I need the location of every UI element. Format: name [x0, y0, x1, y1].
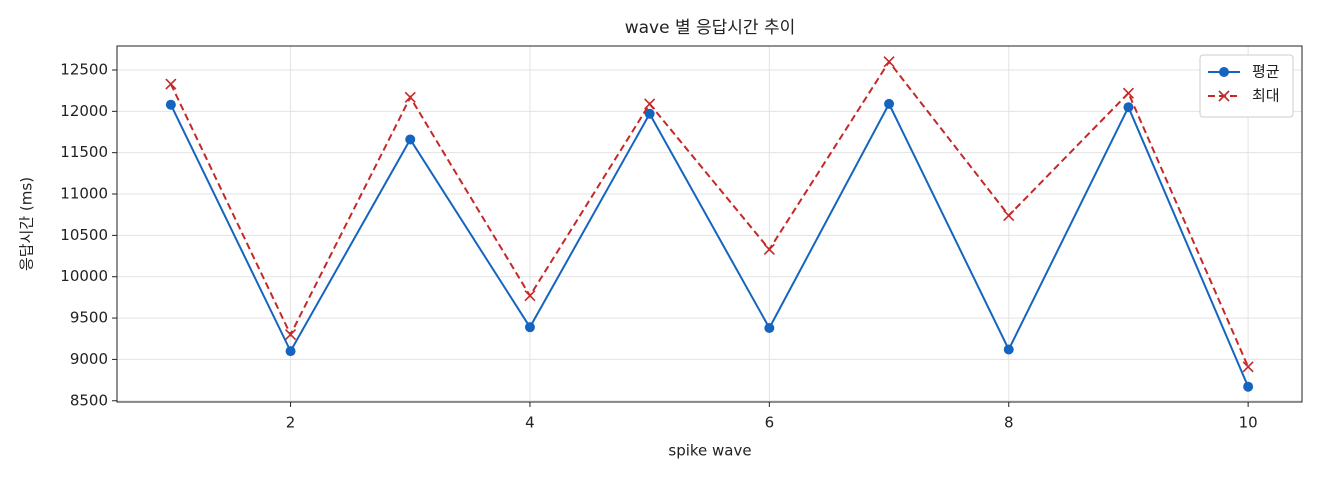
marker-shape — [1242, 361, 1254, 373]
x-tick-label: 8 — [1004, 414, 1014, 432]
marker — [1242, 361, 1254, 373]
marker — [524, 322, 535, 333]
y-tick-label: 11500 — [60, 143, 108, 161]
y-tick-label: 9500 — [70, 309, 108, 327]
marker — [1123, 102, 1134, 113]
marker-shape — [404, 91, 416, 103]
marker — [1003, 209, 1015, 222]
marker — [524, 290, 536, 302]
marker — [1218, 90, 1230, 102]
y-tick-label: 10500 — [60, 226, 108, 244]
plot-frame — [116, 45, 1303, 403]
marker-shape — [524, 290, 536, 302]
legend-label: 평균 — [1252, 63, 1280, 81]
series-line — [169, 59, 1250, 368]
y-tick-label: 10000 — [60, 267, 108, 285]
x-axis-label: spike wave — [668, 442, 751, 460]
marker-shape — [644, 98, 656, 110]
marker — [1243, 381, 1254, 392]
marker — [884, 98, 895, 109]
y-tick-label: 9000 — [70, 350, 108, 368]
y-tick-label: 12500 — [60, 60, 108, 78]
marker — [883, 56, 895, 68]
marker — [1219, 67, 1229, 77]
marker-shape — [763, 243, 775, 255]
x-tick-label: 6 — [765, 414, 775, 432]
y-tick-label: 11000 — [60, 185, 108, 203]
marker-shape — [165, 78, 177, 90]
marker-shape — [883, 56, 895, 68]
marker — [405, 134, 416, 145]
y-axis-label: 응답시간 (ms) — [18, 177, 36, 271]
x-tick-label: 4 — [525, 414, 535, 432]
marker — [644, 98, 656, 110]
marker — [165, 99, 176, 110]
marker-shape — [284, 329, 297, 341]
series-line — [169, 101, 1250, 388]
marker — [165, 78, 177, 90]
marker — [1003, 344, 1014, 355]
marker — [1122, 87, 1135, 99]
marker — [764, 322, 775, 333]
marker — [404, 91, 416, 103]
x-tick-label: 10 — [1239, 414, 1258, 432]
marker — [763, 243, 775, 255]
marker — [284, 329, 297, 341]
chart-title: wave 별 응답시간 추이 — [625, 18, 796, 38]
marker-shape — [1003, 209, 1015, 222]
marker-shape — [1122, 87, 1135, 99]
y-tick-label: 12000 — [60, 102, 108, 120]
marker-shape — [1218, 90, 1230, 102]
x-tick-label: 2 — [286, 414, 296, 432]
marker — [644, 108, 655, 119]
y-tick-label: 8500 — [70, 391, 108, 409]
marker — [285, 346, 296, 357]
legend-label: 최대 — [1252, 87, 1280, 105]
